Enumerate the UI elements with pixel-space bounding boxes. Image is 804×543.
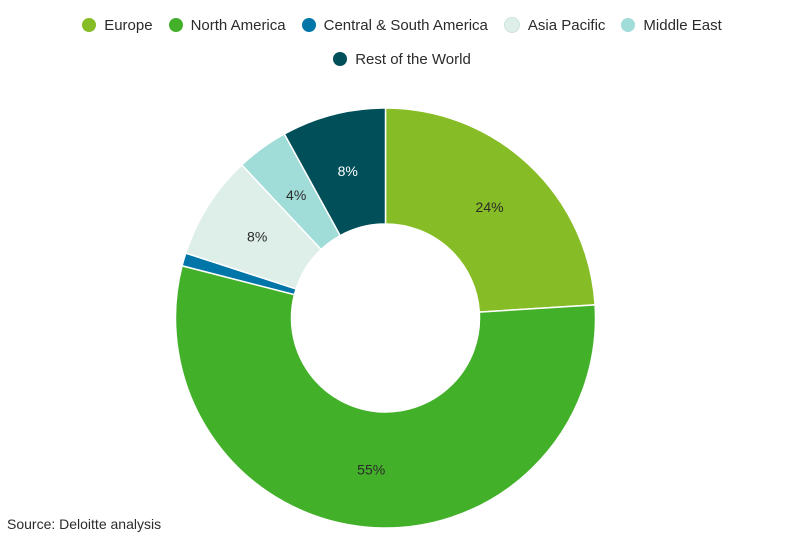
legend-item-north-america: North America [168,16,286,34]
legend-swatch-rest-of-the-world [333,52,348,66]
data-label-rest-of-the-world: 8% [338,163,358,179]
data-label-north-america: 55% [357,461,385,477]
legend-label-asia-pacific: Asia Pacific [527,16,606,34]
legend-item-central-south-america: Central & South America [301,16,488,34]
slice-rest-of-the-world [283,107,387,237]
data-label-europe: 24% [476,199,504,215]
legend-label-north-america: North America [190,16,286,34]
slice-north-america [174,264,597,529]
legend-label-rest-of-the-world: Rest of the World [355,50,471,68]
legend-label-europe: Europe [104,16,153,34]
chart-legend: Europe North America Central & South Ame… [0,16,804,68]
data-label-middle-east: 4% [286,187,306,203]
legend-item-middle-east: Middle East [621,16,722,34]
legend-swatch-europe [82,18,97,32]
legend-label-central-south-america: Central & South America [323,16,488,34]
legend-swatch-asia-pacific [503,17,520,33]
data-label-asia-pacific: 8% [247,229,267,245]
legend-item-rest-of-the-world: Rest of the World [333,50,471,68]
legend-item-europe: Europe [82,16,153,34]
legend-item-asia-pacific: Asia Pacific [503,16,606,34]
legend-label-middle-east: Middle East [643,16,722,34]
legend-swatch-north-america [168,18,183,32]
legend-swatch-middle-east [621,18,636,32]
legend-swatch-central-south-america [301,18,316,32]
slice-europe [384,107,596,313]
source-note: Source: Deloitte analysis [7,516,162,532]
